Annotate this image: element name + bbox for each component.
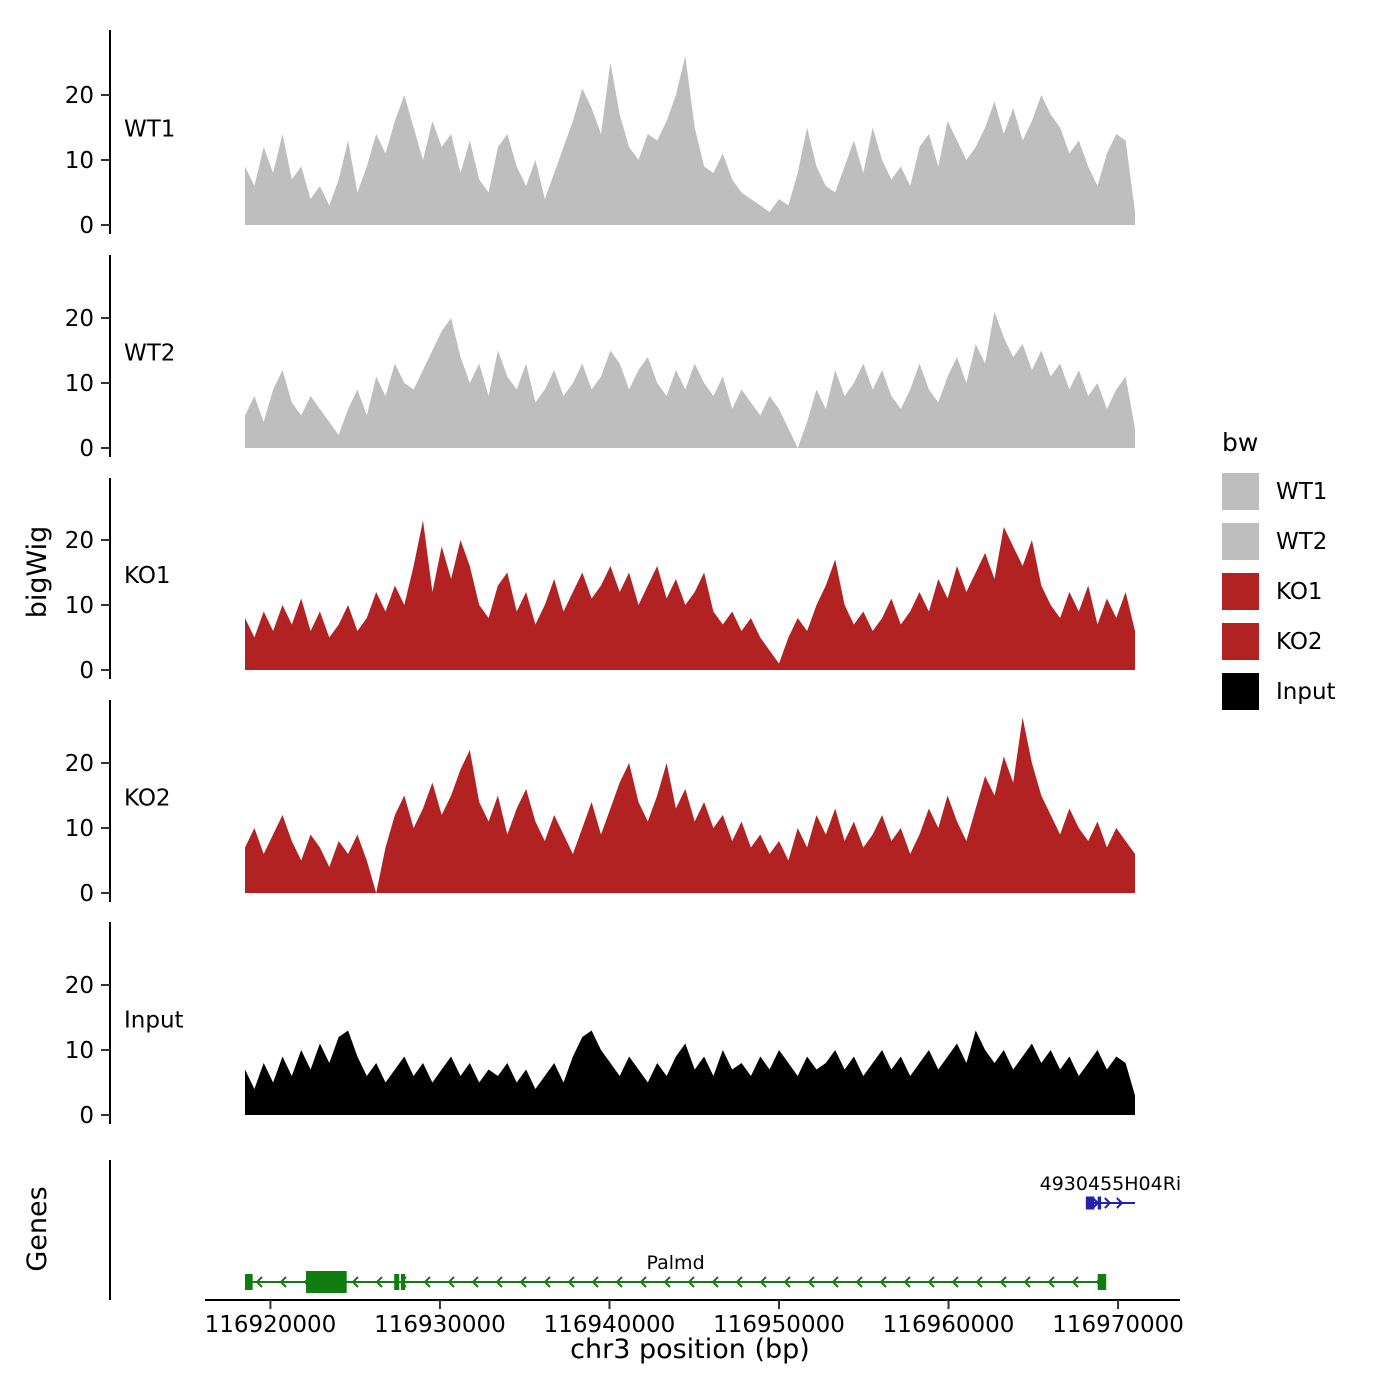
- strand-arrow-left: [735, 1276, 743, 1288]
- strand-arrow-left: [1047, 1276, 1055, 1288]
- strand-arrow-left: [975, 1276, 983, 1288]
- strand-arrow-left: [495, 1276, 503, 1288]
- strand-arrow-left: [591, 1276, 599, 1288]
- strand-arrow-left: [615, 1276, 623, 1288]
- legend-entry-wt2: WT2: [1222, 523, 1336, 560]
- y-tick-label: 0: [79, 658, 94, 684]
- x-tick-label: 116960000: [883, 1312, 1015, 1338]
- y-axis-title-genes: Genes: [22, 1186, 53, 1272]
- y-tick-label: 20: [65, 751, 94, 777]
- strand-arrow-left: [1071, 1276, 1079, 1288]
- x-tick-label: 116920000: [205, 1312, 337, 1338]
- track-label-ko2: KO2: [124, 786, 171, 812]
- strand-arrow-left: [759, 1276, 767, 1288]
- x-tick-label: 116950000: [713, 1312, 845, 1338]
- y-tick-label: 20: [65, 83, 94, 109]
- legend-entry-label: WT1: [1276, 478, 1328, 505]
- track-label-ko1: KO1: [124, 563, 171, 589]
- strand-arrow-left: [279, 1276, 287, 1288]
- strand-arrow-left: [903, 1276, 911, 1288]
- legend-swatch-ko2: [1222, 623, 1259, 660]
- y-tick-label: 20: [65, 306, 94, 332]
- strand-arrow-left: [783, 1276, 791, 1288]
- legend-entry-wt1: WT1: [1222, 473, 1336, 510]
- strand-arrow-left: [711, 1276, 719, 1288]
- gene-label-palmd: Palmd: [647, 1252, 705, 1274]
- x-tick-label: 116930000: [374, 1312, 506, 1338]
- strand-arrow-left: [687, 1276, 695, 1288]
- track-area-wt2: [245, 311, 1135, 448]
- strand-arrow-left: [807, 1276, 815, 1288]
- legend-entries: WT1 WT2 KO1 KO2 Input: [1222, 473, 1336, 710]
- legend-title: bw: [1222, 428, 1259, 457]
- track-area-input: [245, 1030, 1135, 1115]
- y-tick-label: 10: [65, 148, 94, 174]
- strand-arrow-left: [639, 1276, 647, 1288]
- strand-arrow-left: [351, 1276, 359, 1288]
- legend-entry-ko2: KO2: [1222, 623, 1336, 660]
- strand-arrow-left: [663, 1276, 671, 1288]
- strand-arrow-left: [1023, 1276, 1031, 1288]
- track-area-ko1: [245, 520, 1135, 670]
- legend-entry-label: Input: [1276, 678, 1336, 705]
- y-tick-label: 0: [79, 213, 94, 239]
- track-area-ko2: [245, 717, 1135, 893]
- gene-exon: [245, 1274, 253, 1290]
- strand-arrow-right: [1116, 1197, 1124, 1209]
- strand-arrow-left: [951, 1276, 959, 1288]
- strand-arrow-left: [831, 1276, 839, 1288]
- legend-entry-input: Input: [1222, 673, 1336, 710]
- gene-exon: [1097, 1274, 1107, 1290]
- y-tick-label: 0: [79, 436, 94, 462]
- gene-exon: [1085, 1196, 1095, 1210]
- legend: bw WT1 WT2 KO1 KO2 Input: [1222, 428, 1336, 723]
- strand-arrow-left: [423, 1276, 431, 1288]
- legend-swatch-wt1: [1222, 473, 1259, 510]
- strand-arrow-left: [879, 1276, 887, 1288]
- gene-label-4930455h04ri: 4930455H04Ri: [1040, 1173, 1182, 1195]
- y-tick-label: 0: [79, 881, 94, 907]
- strand-arrow-left: [855, 1276, 863, 1288]
- track-area-wt1: [245, 56, 1135, 225]
- y-tick-label: 10: [65, 816, 94, 842]
- y-tick-label: 20: [65, 973, 94, 999]
- strand-arrow-left: [543, 1276, 551, 1288]
- gene-exon: [394, 1274, 400, 1290]
- legend-entry-label: KO2: [1276, 628, 1323, 655]
- strand-arrow-left: [447, 1276, 455, 1288]
- strand-arrow-left: [567, 1276, 575, 1288]
- track-label-input: Input: [124, 1008, 184, 1034]
- gene-exon: [306, 1271, 347, 1293]
- y-tick-label: 10: [65, 593, 94, 619]
- x-tick-label: 116940000: [544, 1312, 676, 1338]
- strand-arrow-left: [471, 1276, 479, 1288]
- y-tick-label: 10: [65, 371, 94, 397]
- y-tick-label: 0: [79, 1103, 94, 1129]
- y-tick-label: 10: [65, 1038, 94, 1064]
- track-label-wt1: WT1: [124, 117, 175, 143]
- legend-swatch-wt2: [1222, 523, 1259, 560]
- strand-arrow-left: [519, 1276, 527, 1288]
- strand-arrow-left: [999, 1276, 1007, 1288]
- y-tick-label: 20: [65, 528, 94, 554]
- x-axis-title: chr3 position (bp): [570, 1334, 810, 1365]
- strand-arrow-left: [927, 1276, 935, 1288]
- y-axis-title-bigwig: bigWig: [22, 525, 53, 619]
- legend-swatch-input: [1222, 673, 1259, 710]
- legend-entry-label: WT2: [1276, 528, 1328, 555]
- strand-arrow-right: [1104, 1197, 1112, 1209]
- legend-entry-label: KO1: [1276, 578, 1323, 605]
- strand-arrow-left: [255, 1276, 263, 1288]
- gene-exon: [400, 1274, 406, 1290]
- gene-exon: [1097, 1196, 1102, 1210]
- x-tick-label: 116970000: [1052, 1312, 1184, 1338]
- legend-entry-ko1: KO1: [1222, 573, 1336, 610]
- strand-arrow-left: [375, 1276, 383, 1288]
- legend-swatch-ko1: [1222, 573, 1259, 610]
- track-label-wt2: WT2: [124, 341, 175, 367]
